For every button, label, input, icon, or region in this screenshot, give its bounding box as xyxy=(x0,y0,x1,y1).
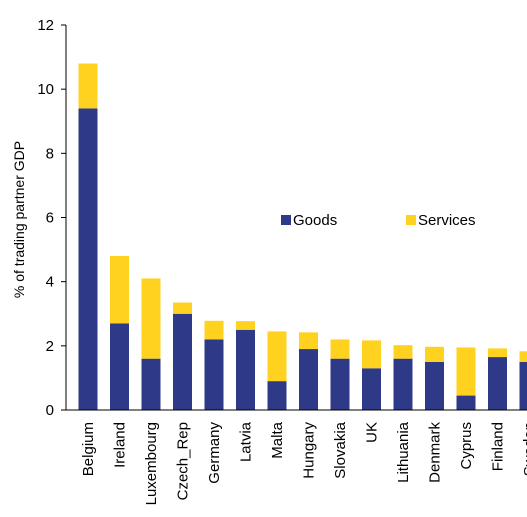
x-tick-label: Cyprus xyxy=(458,422,475,470)
bar-services-malta xyxy=(267,331,287,382)
y-tick-label: 4 xyxy=(46,274,54,291)
y-tick-label: 6 xyxy=(46,210,54,227)
y-axis-title: % of trading partner GDP xyxy=(11,141,27,298)
x-tick-label: Hungary xyxy=(301,422,318,479)
bar-goods-lithuania xyxy=(393,358,413,410)
y-tick-label: 12 xyxy=(37,17,54,34)
bars xyxy=(78,63,527,411)
bar-goods-denmark xyxy=(425,361,444,410)
bar-goods-finland xyxy=(488,357,507,410)
bar-goods-latvia xyxy=(236,329,255,410)
legend-label-services: Services xyxy=(418,212,476,229)
bar-services-slovakia xyxy=(330,339,350,359)
bar-goods-malta xyxy=(267,381,287,410)
bar-goods-ireland xyxy=(110,323,129,410)
y-tick-label: 0 xyxy=(46,402,54,419)
bar-goods-luxembourg xyxy=(141,358,161,410)
bar-goods-slovakia xyxy=(330,358,350,410)
x-tick-label: Belgium xyxy=(80,422,97,476)
bar-services-luxembourg xyxy=(141,278,161,359)
x-tick-label: Sweden xyxy=(521,422,527,476)
bar-services-finland xyxy=(488,348,507,358)
bar-goods-uk xyxy=(362,368,381,410)
y-tick-label: 2 xyxy=(46,338,54,355)
x-tick-label: Lithuania xyxy=(395,421,412,483)
bar-services-lithuania xyxy=(393,345,413,359)
legend-swatch-services xyxy=(406,215,416,225)
legend-swatch-goods xyxy=(281,215,291,225)
x-tick-label: Luxembourg xyxy=(143,422,160,505)
x-tick-label: Ireland xyxy=(112,422,129,468)
bar-services-ireland xyxy=(110,256,129,324)
bar-goods-czech_rep xyxy=(173,313,192,410)
x-tick-label: Denmark xyxy=(427,422,444,483)
bar-goods-germany xyxy=(204,339,224,410)
bar-goods-hungary xyxy=(299,349,318,410)
x-tick-label: Latvia xyxy=(238,421,255,462)
x-tick-label: Malta xyxy=(269,421,286,458)
y-tick-label: 8 xyxy=(46,145,54,162)
bar-services-belgium xyxy=(78,63,98,109)
x-tick-label: Germany xyxy=(206,422,223,484)
x-tick-label: UK xyxy=(364,422,381,443)
legend-label-goods: Goods xyxy=(293,212,337,229)
y-axis: 0 2 4 6 8 10 12 xyxy=(37,17,67,419)
bar-services-hungary xyxy=(299,332,318,350)
x-tick-label: Finland xyxy=(490,422,507,471)
legend: Goods Services xyxy=(281,212,476,229)
bar-services-denmark xyxy=(425,346,444,362)
bar-services-uk xyxy=(362,340,381,369)
y-tick-label: 10 xyxy=(37,81,54,98)
x-tick-label: Slovakia xyxy=(332,421,349,478)
bar-services-sweden xyxy=(519,351,527,362)
bar-services-czech_rep xyxy=(173,302,192,314)
bar-services-cyprus xyxy=(456,347,476,396)
x-axis: Belgium Ireland Luxembourg Czech_Rep Germany… xyxy=(66,409,527,505)
bar-services-germany xyxy=(204,320,224,340)
bar-services-latvia xyxy=(236,321,255,330)
x-tick-label: Czech_Rep xyxy=(175,422,192,500)
bar-goods-belgium xyxy=(78,108,98,411)
bar-goods-cyprus xyxy=(456,395,476,410)
bar-goods-sweden xyxy=(519,361,527,410)
